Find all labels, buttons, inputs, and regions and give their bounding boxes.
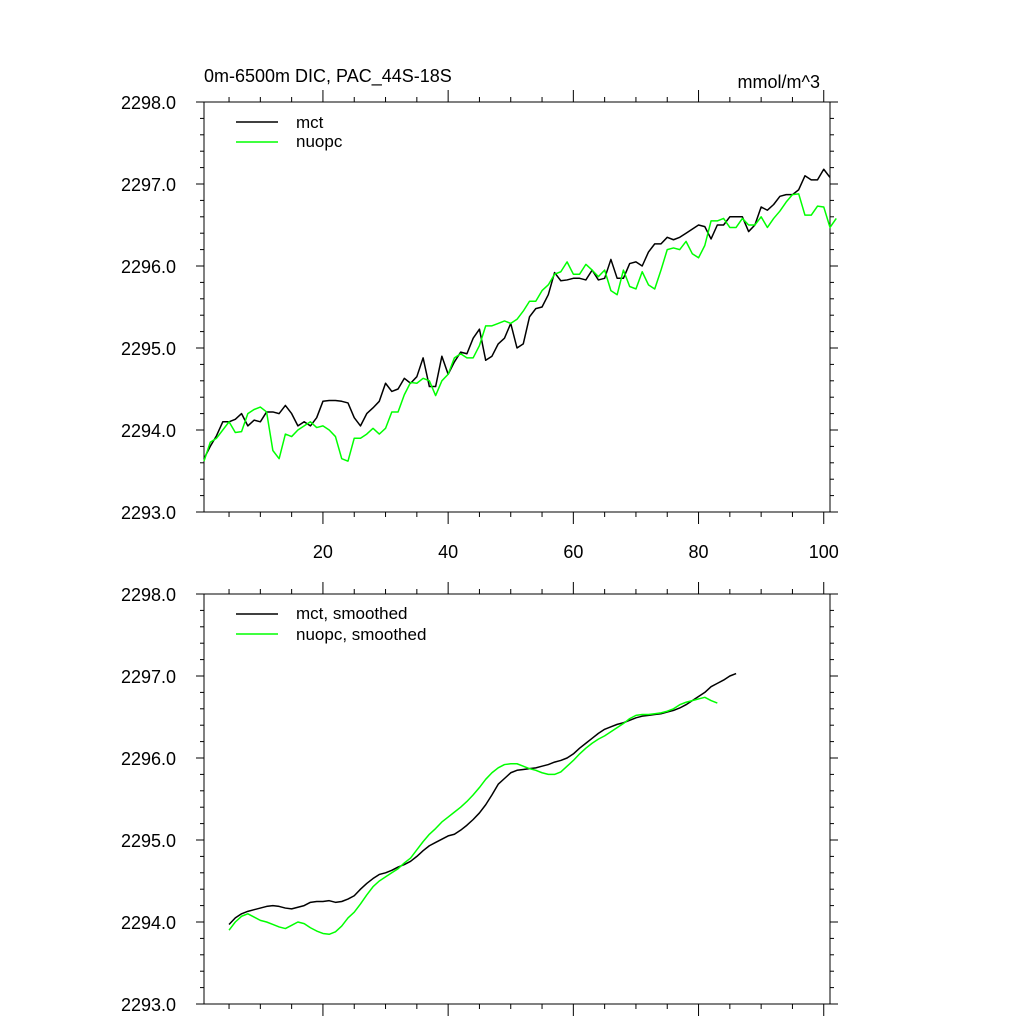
top-series-mct-line [203, 168, 831, 460]
top-y-tick-label: 2298.0 [121, 93, 176, 113]
bottom-legend-nuopc-label: nuopc, smoothed [296, 625, 426, 644]
top-chart-title: 0m-6500m DIC, PAC_44S-18S [204, 66, 452, 87]
top-plot-frame [203, 101, 831, 513]
top-x-ticks: 20 40 60 80 100 [228, 90, 839, 562]
bottom-y-tick-label: 2295.0 [121, 831, 176, 851]
bottom-panel: 2293.0 2294.0 2295.0 2296.0 2297.0 2298.0 mct… [121, 582, 838, 1016]
top-series-lines [203, 168, 837, 462]
top-chart-units: mmol/m^3 [738, 72, 820, 92]
top-y-tick-label: 2296.0 [121, 257, 176, 277]
bottom-y-ticks: 2293.0 2294.0 2295.0 2296.0 2297.0 2298.0 [121, 585, 838, 1015]
bottom-series-lines [228, 672, 737, 936]
bottom-legend-mct-label: mct, smoothed [296, 604, 408, 623]
bottom-y-tick-label: 2297.0 [121, 667, 176, 687]
top-y-tick-label: 2294.0 [121, 421, 176, 441]
top-y-tick-label: 2295.0 [121, 339, 176, 359]
bottom-series-mct-smoothed-line [228, 672, 737, 925]
bottom-x-ticks [228, 582, 825, 1016]
top-y-ticks: 2293.0 2294.0 2295.0 2296.0 2297.0 2298.0 [121, 93, 838, 523]
bottom-y-tick-label: 2298.0 [121, 585, 176, 605]
top-y-tick-label: 2293.0 [121, 503, 176, 523]
bottom-y-tick-label: 2294.0 [121, 913, 176, 933]
bottom-y-tick-label: 2296.0 [121, 749, 176, 769]
bottom-plot-frame [203, 593, 831, 1005]
top-panel: 0m-6500m DIC, PAC_44S-18S mmol/m^3 2293.… [121, 66, 839, 562]
top-x-tick-label: 100 [809, 542, 839, 562]
top-legend-nuopc-label: nuopc [296, 132, 343, 151]
bottom-legend: mct, smoothed nuopc, smoothed [236, 604, 426, 644]
top-y-tick-label: 2297.0 [121, 175, 176, 195]
top-x-tick-label: 40 [438, 542, 458, 562]
top-x-tick-label: 80 [689, 542, 709, 562]
top-x-tick-label: 20 [313, 542, 333, 562]
top-series-nuopc-line [203, 193, 837, 462]
bottom-y-tick-label: 2293.0 [121, 995, 176, 1015]
bottom-series-nuopc-smoothed-line [228, 696, 718, 936]
top-legend-mct-label: mct [296, 113, 324, 132]
top-x-tick-label: 60 [563, 542, 583, 562]
top-legend: mct nuopc [236, 113, 343, 151]
